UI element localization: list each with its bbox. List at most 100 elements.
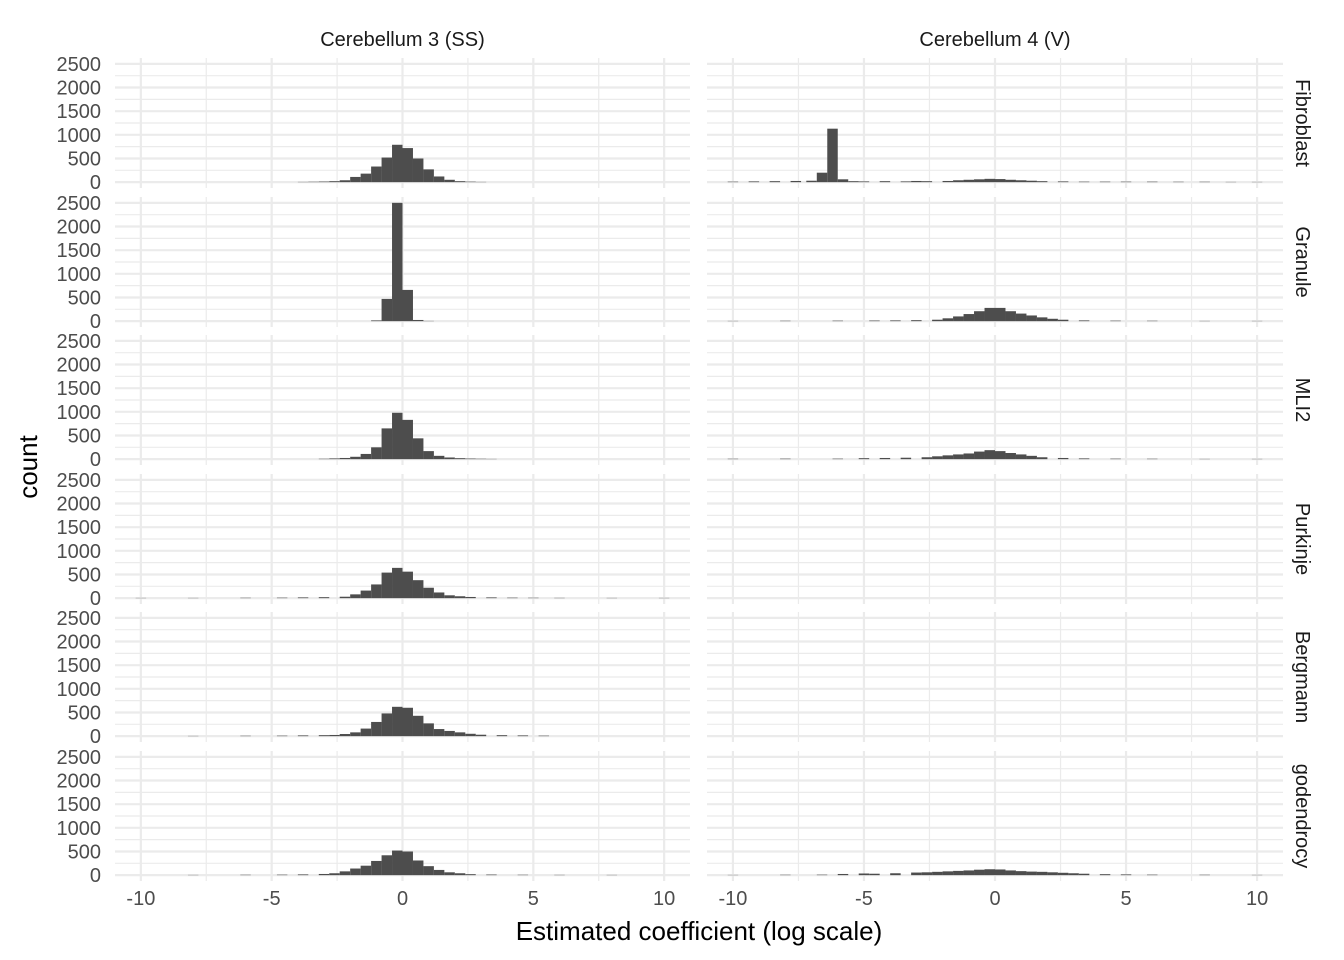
histogram-bar: [318, 873, 330, 876]
histogram-bar: [350, 456, 361, 460]
histogram-bar: [879, 181, 891, 183]
histogram-bar: [806, 180, 817, 183]
histogram-bar: [339, 596, 351, 599]
x-tick-label: 10: [653, 888, 675, 910]
histogram-bar: [371, 584, 382, 599]
x-tick-label: -5: [855, 888, 873, 910]
histogram-bar: [816, 172, 828, 183]
histogram-bar: [339, 871, 351, 876]
histogram-bar: [412, 580, 424, 599]
histogram-bar: [371, 447, 382, 460]
y-tick-label: 2000: [57, 494, 102, 516]
histogram-bar: [329, 181, 340, 183]
x-tick-label: -10: [126, 888, 155, 910]
histogram-bar: [984, 869, 995, 876]
histogram-bar: [974, 451, 985, 460]
histogram-bar: [900, 457, 912, 460]
histogram-bar: [953, 454, 964, 460]
histogram-bar: [444, 730, 455, 737]
histogram-bar: [402, 851, 413, 876]
histogram-bar: [318, 597, 330, 599]
y-tick-label: 2500: [57, 608, 102, 630]
tick-labels-layer: 0500100015002000250005001000150020002500…: [57, 54, 1269, 910]
histogram-bar: [890, 873, 901, 876]
histogram-bar: [381, 855, 393, 876]
histogram-bar: [1047, 318, 1058, 322]
histogram-bar: [423, 451, 434, 460]
histogram-bar: [496, 735, 508, 737]
histogram-bar: [433, 729, 445, 737]
histogram-bar: [1057, 872, 1069, 876]
histogram-bar: [454, 458, 466, 460]
histogram-bar: [1078, 458, 1090, 460]
histogram-bar: [329, 458, 340, 460]
grid-layer: [115, 58, 1283, 881]
histogram-bar: [371, 721, 382, 737]
histogram-bar: [444, 595, 455, 599]
histogram-bar: [1078, 873, 1090, 876]
histogram-bar: [339, 734, 351, 737]
histogram-bar: [350, 176, 361, 183]
histogram-bar: [1057, 457, 1069, 460]
histogram-bar: [454, 732, 466, 737]
histogram-bar: [974, 311, 985, 322]
histogram-bar: [402, 289, 413, 322]
y-tick-label: 500: [68, 425, 101, 447]
y-tick-label: 1000: [57, 679, 102, 701]
histogram-bar: [360, 590, 372, 599]
y-tick-label: 2500: [57, 747, 102, 769]
histogram-bar: [858, 181, 870, 183]
y-tick-label: 2000: [57, 78, 102, 100]
histogram-bar: [392, 202, 403, 322]
histogram-bar: [1057, 319, 1069, 322]
histogram-bar: [1068, 873, 1079, 876]
histogram-bar: [1015, 313, 1027, 322]
histogram-bar: [454, 873, 466, 876]
histogram-bar: [1005, 179, 1016, 183]
y-tick-label: 2000: [57, 771, 102, 793]
histogram-bar: [475, 734, 487, 737]
histogram-bar: [1036, 871, 1048, 876]
histogram-bar: [465, 596, 476, 599]
histogram-bar: [412, 158, 424, 183]
histogram-bar: [423, 169, 434, 183]
histogram-bar: [402, 707, 413, 737]
histogram-bar: [1099, 874, 1111, 876]
histogram-bar: [371, 320, 382, 322]
y-tick-label: 2500: [57, 54, 102, 76]
row-strip-label: Bergmann: [1291, 631, 1313, 723]
histogram-bar: [350, 594, 361, 599]
histogram-bar: [1015, 871, 1027, 876]
histogram-bar: [953, 870, 964, 876]
histogram-bar: [953, 316, 964, 322]
y-tick-label: 1500: [57, 517, 102, 539]
y-tick-label: 2000: [57, 632, 102, 654]
y-tick-label: 2500: [57, 331, 102, 353]
histogram-bar: [350, 868, 361, 876]
histogram-bar: [963, 870, 975, 876]
histogram-bar: [1036, 317, 1048, 322]
histogram-bar: [1005, 453, 1016, 460]
histogram-bar: [381, 428, 393, 460]
histogram-bar: [942, 455, 954, 460]
column-strip-label: Cerebellum 3 (SS): [320, 29, 485, 51]
histogram-bar: [984, 450, 995, 460]
histogram-bar: [318, 735, 330, 737]
histogram-bar: [932, 319, 943, 322]
y-tick-label: 0: [90, 172, 101, 194]
histogram-bar: [869, 320, 880, 322]
histogram-bar: [984, 178, 995, 183]
bars-layer: [135, 128, 1263, 876]
histogram-bar: [1015, 454, 1027, 460]
y-tick-label: 500: [68, 702, 101, 724]
histogram-bar: [1036, 457, 1048, 460]
histogram-bar: [318, 181, 330, 183]
histogram-bar: [339, 180, 351, 183]
y-tick-label: 1500: [57, 794, 102, 816]
histogram-bar: [297, 874, 309, 876]
x-tick-label: 5: [1120, 888, 1131, 910]
row-strip-label: MLI2: [1291, 378, 1313, 422]
row-strip-label: godendrocy: [1291, 764, 1313, 869]
histogram-bar: [1026, 871, 1037, 876]
